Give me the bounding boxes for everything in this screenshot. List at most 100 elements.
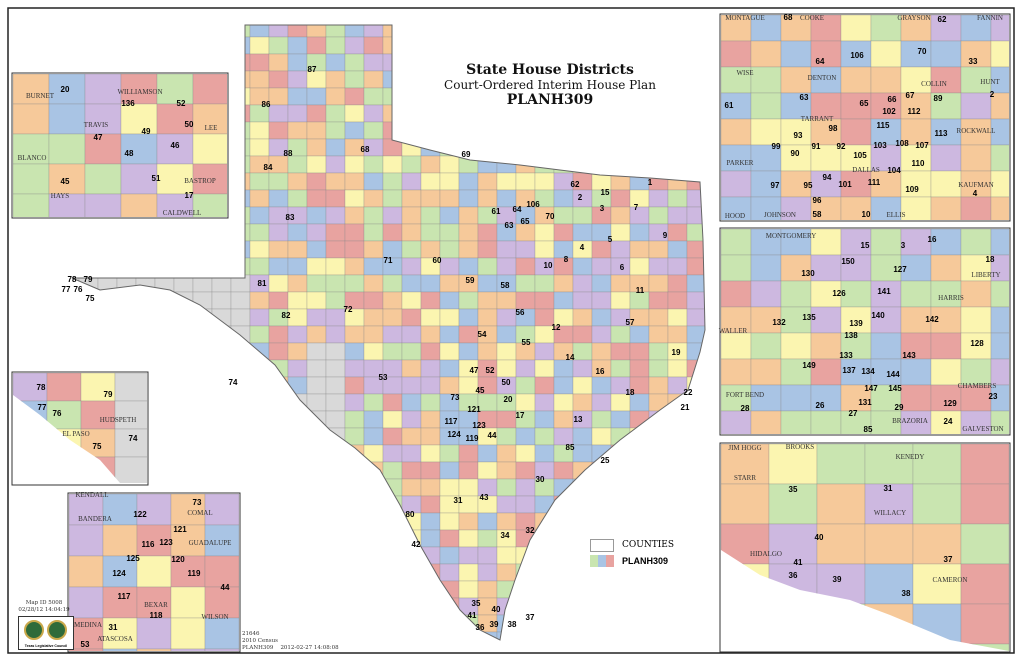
district-label: 16 [596,367,605,376]
county-label: BASTROP [184,177,216,185]
district-region [840,306,872,334]
district-region [154,444,175,463]
district-region [572,342,593,361]
district-label: 94 [823,173,832,182]
district-region [610,240,631,259]
district-region [325,461,346,480]
district-region [553,291,574,310]
district-region [648,359,669,378]
district-region [420,461,441,480]
district-label: 21 [681,403,690,412]
district-region [667,155,688,174]
district-region [629,36,650,55]
district-region [268,342,289,361]
district-region [344,70,365,89]
district-region [192,410,213,429]
district-region [249,478,270,497]
district-region [13,133,50,165]
district-label: 139 [849,319,863,328]
district-region [268,529,289,548]
district-region [287,223,308,242]
district-region [930,384,962,412]
district-region [686,342,705,361]
district-region [401,580,422,599]
district-region [686,427,705,446]
district-region [960,254,992,282]
district-region [48,133,86,165]
district-region [572,461,593,480]
map-title: State House Districts [466,62,634,78]
county-label: LEE [205,124,218,132]
district-region [496,563,517,582]
district-region [230,291,251,310]
district-region [156,74,194,105]
district-region [706,581,725,598]
district-region [382,427,403,446]
district-region [648,121,669,140]
district-region [135,223,156,242]
district-region [306,495,327,514]
district-region [610,580,631,599]
district-label: 64 [513,205,522,214]
district-region [534,172,555,191]
district-region [116,223,137,242]
district-label: 57 [626,318,635,327]
district-region [46,400,82,430]
district-region [477,138,498,157]
district-region [960,40,992,68]
district-region [686,580,705,599]
district-region [930,118,962,146]
footer-id: 21646 [242,631,260,637]
district-region [629,240,650,259]
district-region [629,155,650,174]
district-region [401,461,422,480]
district-label: 2 [990,90,995,99]
district-region [458,512,479,531]
district-region [48,103,86,135]
district-region [192,163,227,195]
district-label: 9 [663,231,668,240]
district-label: 27 [849,409,858,418]
district-region [553,376,574,395]
district-region [477,563,498,582]
district-label: 74 [229,378,238,387]
district-region [629,478,650,497]
district-region [515,376,536,395]
district-region [173,376,194,395]
district-region [960,444,1009,485]
district-region [173,325,194,344]
county-label: KENDALL [75,491,108,499]
district-label: 41 [794,558,803,567]
district-region [363,410,384,429]
district-region [69,586,104,619]
district-region [667,121,688,140]
district-region [249,495,270,514]
district-region [287,376,308,395]
county-label: LIBERTY [971,271,1000,279]
district-region [344,359,365,378]
district-region [287,614,308,633]
district-region [382,478,403,497]
district-region [211,25,232,38]
district-region [344,512,365,531]
district-region [667,478,688,497]
district-label: 38 [508,620,517,629]
district-region [420,36,441,55]
district-region [810,66,842,94]
footer-plan: PLANH309 [242,645,274,651]
district-region [192,133,227,165]
district-region [192,257,213,276]
district-region [420,206,441,225]
county-label: TARRANT [801,115,834,123]
district-region [287,70,308,89]
district-region [114,456,147,483]
map-frame [7,7,1015,654]
district-region [496,308,517,327]
district-region [72,342,80,361]
district-region [515,240,536,259]
district-region [667,138,688,157]
district-region [173,240,194,259]
county-label: MEDINA [74,621,102,629]
district-region [173,36,194,55]
district-region [810,332,842,360]
